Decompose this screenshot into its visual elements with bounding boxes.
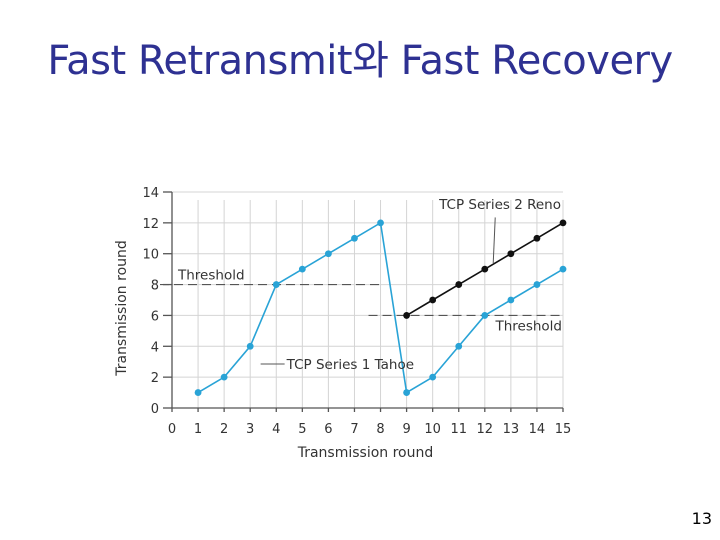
series-2-point: [429, 296, 437, 304]
x-tick-label: 0: [168, 422, 176, 437]
x-tick-label: 12: [477, 422, 494, 437]
x-tick-label: 10: [424, 422, 441, 437]
x-tick-label: 4: [272, 422, 280, 437]
reno-series-label: TCP Series 2 Reno: [438, 197, 561, 213]
series-1-point: [298, 265, 306, 273]
series-1-point: [455, 342, 463, 350]
series-1-point: [377, 219, 384, 227]
annotations: TCP Series 1 Tahoe TCP Series 2 Reno: [260, 197, 561, 373]
y-tick-label: 4: [151, 340, 159, 355]
series-1-point: [507, 296, 515, 304]
y-tick-label: 10: [142, 248, 159, 263]
tahoe-series-label: TCP Series 1 Tahoe: [286, 357, 414, 373]
series-1-point: [429, 373, 437, 381]
x-tick-label: 3: [246, 422, 254, 437]
threshold-label-2: Threshold: [494, 318, 562, 334]
x-tick-label: 9: [402, 422, 410, 437]
series-1-point: [481, 312, 489, 319]
y-tick-label: 14: [142, 186, 159, 201]
y-tick-label: 8: [151, 279, 159, 294]
series-1-point: [351, 234, 358, 242]
grid: [172, 191, 564, 408]
series-1-point: [246, 342, 254, 350]
reno-leader-line: [492, 217, 496, 263]
y-tick-label: 6: [151, 309, 159, 324]
x-tick-label: 5: [298, 422, 306, 437]
series: [194, 219, 567, 396]
y-tick-label: 12: [142, 217, 159, 232]
series-2-point: [455, 281, 463, 288]
series-2-point: [507, 250, 515, 258]
x-tick-label: 8: [376, 422, 384, 437]
x-tick-label: 6: [324, 422, 332, 437]
series-1-point: [220, 373, 228, 381]
x-tick-label: 13: [503, 422, 520, 437]
series-1-point: [559, 265, 567, 273]
series-1-point: [194, 389, 202, 396]
series-2-point: [403, 312, 410, 319]
threshold-label-1: Threshold: [177, 268, 245, 284]
slide-title: Fast Retransmit와 Fast Recovery: [47, 38, 673, 84]
x-tick-label: 2: [220, 422, 228, 437]
x-tick-label: 15: [555, 422, 572, 437]
x-tick-label: 1: [194, 422, 202, 437]
y-axis-label: Transmission round: [114, 240, 130, 377]
series-2-point: [559, 219, 567, 227]
thresholds: Threshold Threshold: [160, 268, 563, 334]
series-1-point: [272, 281, 280, 288]
y-tick-label: 2: [151, 371, 159, 386]
x-axis-label: Transmission round: [297, 445, 434, 461]
page-number: 13: [691, 509, 712, 528]
x-tick-label: 7: [350, 422, 358, 437]
x-tick-label: 11: [450, 422, 467, 437]
x-tick-label: 14: [529, 422, 546, 437]
series-2-point: [533, 234, 541, 242]
series-1-point: [533, 281, 541, 288]
series-1-point: [325, 250, 332, 258]
series-2-point: [481, 265, 489, 273]
y-tick-label: 0: [151, 402, 159, 417]
series-1-point: [403, 389, 410, 396]
